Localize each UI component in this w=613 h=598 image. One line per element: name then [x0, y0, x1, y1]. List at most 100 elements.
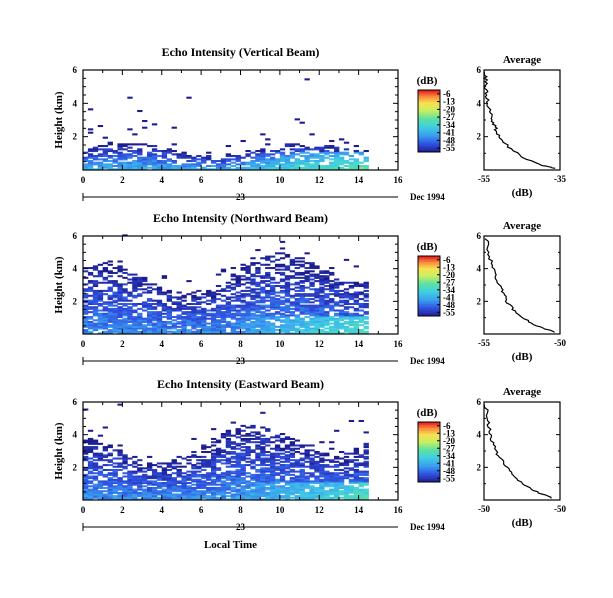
heatmap-cell	[329, 298, 335, 301]
heatmap-cell	[107, 263, 113, 266]
heatmap-cell	[289, 322, 296, 325]
heatmap-cell	[220, 316, 227, 319]
heatmap-cell	[309, 262, 315, 265]
heatmap-cell	[324, 294, 330, 297]
heatmap-cell	[274, 472, 281, 475]
heatmap-cell	[220, 475, 227, 478]
heatmap-cell	[181, 330, 187, 333]
heatmap-cell	[206, 486, 212, 489]
colorbar-tick-label: -27	[443, 443, 455, 453]
heatmap-cell	[314, 299, 320, 302]
heatmap-cell	[304, 449, 310, 452]
heatmap-cell	[156, 324, 163, 327]
heatmap-cell	[270, 302, 276, 305]
heatmap-cell	[220, 472, 227, 475]
heatmap-cell	[255, 496, 261, 499]
heatmap-cell	[304, 498, 310, 501]
heatmap-cell	[210, 472, 217, 475]
heatmap-cell	[304, 472, 310, 475]
heatmap-cell	[284, 145, 291, 148]
heatmap-cell	[294, 317, 300, 320]
heatmap-cell	[127, 330, 133, 333]
heatmap-cell	[225, 153, 232, 156]
heatmap-cell	[146, 317, 153, 320]
heatmap-cell	[186, 307, 192, 310]
heatmap-cell	[353, 329, 360, 332]
heatmap-cell	[146, 483, 153, 486]
heatmap-cell	[270, 452, 276, 455]
heatmap-cell	[324, 281, 330, 284]
heatmap-cell	[83, 289, 89, 292]
heatmap-cell	[348, 452, 355, 455]
heatmap-cell	[132, 281, 138, 284]
heatmap-cell	[319, 155, 325, 158]
heatmap-cell	[343, 316, 350, 319]
heatmap-cell	[117, 286, 123, 289]
heatmap-cell	[92, 491, 99, 494]
heatmap-cell	[210, 317, 217, 320]
heatmap-cell	[363, 496, 369, 499]
heatmap-cell	[289, 454, 296, 457]
heatmap-cell	[279, 449, 286, 452]
heatmap-cell	[83, 330, 89, 333]
heatmap-cell	[299, 465, 305, 468]
heatmap-cell	[279, 163, 286, 166]
heatmap-cell	[289, 465, 296, 468]
heatmap-cell	[107, 454, 113, 457]
heatmap-cell	[240, 322, 246, 325]
heatmap-cell	[156, 473, 163, 476]
colorbar-segment	[418, 471, 440, 474]
heatmap-cell	[279, 165, 286, 168]
heatmap-cell	[127, 483, 133, 486]
heatmap-cell	[289, 320, 296, 323]
heatmap-cell	[127, 324, 133, 327]
heatmap-cell	[146, 156, 153, 159]
heatmap-cell	[146, 455, 153, 458]
heatmap-cell	[279, 486, 286, 489]
heatmap-cell	[338, 325, 345, 328]
heatmap-cell	[279, 307, 286, 310]
heatmap-cell	[230, 478, 236, 481]
heatmap-cell	[314, 307, 320, 310]
heatmap-cell	[87, 480, 94, 483]
heatmap-cell	[289, 324, 296, 327]
heatmap-cell	[230, 482, 236, 485]
colorbar-segment	[418, 91, 440, 94]
heatmap-cell	[210, 441, 217, 444]
heatmap-cell	[348, 473, 355, 476]
colorbar-tick-label: -27	[443, 277, 455, 287]
heatmap-cell	[122, 482, 128, 485]
heatmap-cell	[343, 307, 350, 310]
heatmap-cell	[289, 485, 296, 488]
heatmap-cell	[171, 465, 177, 468]
heatmap-cell	[146, 486, 153, 489]
heatmap-cell	[250, 327, 256, 330]
colorbar-segment	[418, 133, 440, 136]
heatmap-cell	[117, 498, 123, 501]
heatmap-cell	[137, 153, 143, 156]
heatmap-cell	[171, 165, 177, 168]
heatmap-cell	[289, 329, 296, 332]
heatmap-cell	[250, 168, 256, 171]
average-y-tick-label: 6	[477, 231, 482, 241]
colorbar-frame	[417, 421, 441, 483]
colorbar-segment	[418, 102, 440, 105]
heatmap-cell	[210, 462, 217, 465]
heatmap-cell	[201, 316, 207, 319]
heatmap-cell	[343, 495, 350, 498]
heatmap-cell	[220, 488, 227, 491]
heatmap-cell	[146, 158, 153, 161]
heatmap-cell	[122, 498, 128, 501]
heatmap-cell	[314, 168, 320, 171]
heatmap-cell	[329, 490, 335, 493]
heatmap-cell	[161, 498, 168, 501]
heatmap-cell	[230, 421, 236, 424]
heatmap-cell	[191, 464, 197, 467]
heatmap-cell	[319, 146, 325, 149]
heatmap-cell	[117, 477, 123, 480]
heatmap-cell	[324, 312, 330, 315]
heatmap-cell	[284, 158, 291, 161]
heatmap-cell	[324, 464, 330, 467]
colorbar-tick-label: -41	[443, 458, 455, 468]
heatmap-cell	[186, 477, 192, 480]
